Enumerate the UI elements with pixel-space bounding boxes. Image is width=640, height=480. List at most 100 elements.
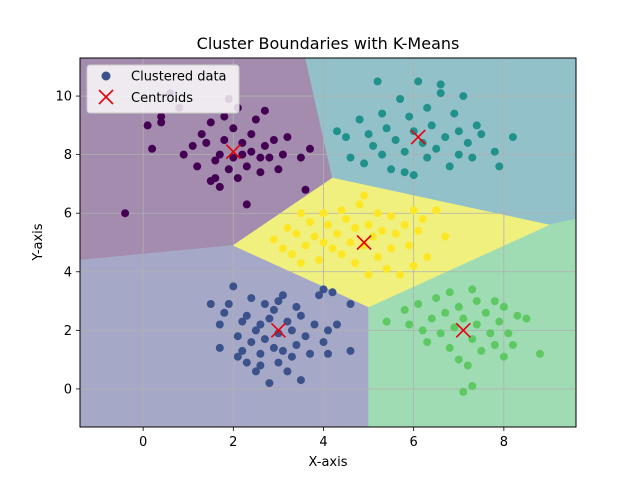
data-point-cluster-2: [409, 127, 418, 136]
data-point-cluster-0: [197, 130, 206, 139]
legend-marker-data: [101, 71, 111, 81]
data-point-cluster-1: [296, 311, 305, 320]
y-tick-label: 0: [64, 382, 72, 397]
y-axis-label: Y-axis: [31, 223, 46, 261]
data-point-cluster-2: [409, 171, 418, 180]
data-point-cluster-3: [400, 305, 409, 314]
data-point-cluster-1: [333, 320, 341, 329]
data-point-cluster-2: [463, 138, 472, 147]
data-point-cluster-4: [418, 215, 427, 224]
data-point-cluster-1: [324, 349, 332, 358]
data-point-cluster-0: [215, 150, 224, 159]
data-point-cluster-2: [333, 127, 341, 136]
data-point-cluster-3: [499, 302, 508, 311]
data-point-cluster-0: [188, 141, 197, 150]
data-point-cluster-1: [251, 367, 260, 376]
data-point-cluster-0: [242, 162, 251, 171]
data-point-cluster-3: [459, 314, 468, 323]
data-point-cluster-0: [220, 112, 229, 121]
data-point-cluster-1: [242, 358, 251, 367]
data-point-cluster-1: [269, 305, 278, 314]
data-point-cluster-4: [400, 220, 409, 229]
data-point-cluster-3: [414, 300, 423, 308]
data-point-cluster-0: [211, 156, 220, 165]
data-point-cluster-1: [278, 346, 287, 355]
data-point-cluster-1: [233, 332, 242, 341]
data-point-cluster-0: [251, 115, 260, 124]
y-tick-label: 10: [55, 90, 72, 105]
legend: Clustered data Centroids: [86, 64, 240, 114]
data-point-cluster-1: [283, 367, 292, 376]
data-point-cluster-3: [513, 311, 522, 320]
data-point-cluster-4: [319, 209, 328, 218]
y-tick-label: 8: [64, 148, 72, 163]
data-point-cluster-0: [229, 124, 238, 133]
data-point-cluster-0: [296, 153, 305, 162]
data-point-cluster-2: [400, 168, 409, 177]
data-point-cluster-4: [369, 232, 378, 241]
data-point-cluster-0: [238, 150, 247, 159]
centroid-marker: [270, 322, 286, 338]
centroid-marker: [455, 322, 471, 338]
data-point-cluster-1: [296, 376, 305, 385]
data-point-cluster-3: [490, 297, 499, 306]
data-point-cluster-0: [215, 182, 224, 191]
data-point-cluster-0: [148, 144, 157, 153]
data-point-cluster-3: [463, 361, 472, 370]
data-point-cluster-4: [364, 270, 373, 279]
data-point-cluster-2: [387, 165, 396, 174]
data-point-cluster-1: [206, 300, 215, 308]
data-point-cluster-2: [436, 89, 445, 98]
data-point-cluster-2: [355, 115, 364, 124]
data-point-cluster-4: [373, 253, 382, 262]
data-point-cluster-1: [256, 349, 265, 358]
data-point-cluster-3: [436, 329, 445, 338]
data-point-cluster-2: [508, 133, 517, 142]
data-point-cluster-2: [477, 130, 486, 139]
data-point-cluster-4: [351, 259, 360, 267]
y-tick-label: 2: [64, 324, 72, 339]
data-point-cluster-1: [328, 288, 337, 297]
data-point-cluster-0: [193, 162, 202, 171]
data-point-cluster-3: [405, 320, 414, 329]
data-point-cluster-4: [283, 223, 292, 232]
data-point-cluster-0: [260, 106, 269, 115]
data-point-cluster-2: [378, 109, 387, 118]
data-point-cluster-1: [215, 320, 224, 329]
data-point-cluster-4: [364, 220, 373, 229]
data-point-cluster-4: [396, 270, 405, 279]
data-point-cluster-0: [256, 168, 265, 177]
data-point-cluster-2: [454, 150, 463, 159]
data-point-cluster-1: [238, 346, 247, 355]
data-point-cluster-2: [427, 121, 436, 130]
data-point-cluster-3: [427, 314, 436, 323]
data-point-cluster-3: [445, 343, 454, 352]
data-point-cluster-2: [432, 144, 441, 153]
data-point-cluster-1: [319, 285, 328, 294]
data-point-cluster-1: [251, 326, 260, 335]
data-point-cluster-1: [274, 297, 283, 306]
data-point-cluster-1: [224, 300, 233, 308]
data-point-cluster-2: [369, 141, 378, 150]
data-point-cluster-3: [486, 329, 495, 338]
data-point-cluster-4: [391, 229, 400, 238]
data-point-cluster-2: [360, 159, 369, 168]
data-point-cluster-0: [265, 153, 274, 162]
legend-label-data: Clustered data: [131, 70, 227, 85]
data-point-cluster-4: [315, 256, 323, 265]
chart-title: Cluster Boundaries with K-Means: [197, 34, 460, 53]
data-point-cluster-0: [121, 209, 130, 218]
data-point-cluster-2: [391, 136, 400, 144]
data-point-cluster-4: [269, 235, 278, 244]
axes-frame: [79, 57, 577, 428]
data-point-cluster-4: [319, 238, 328, 247]
data-point-cluster-1: [238, 317, 247, 326]
data-point-cluster-0: [278, 150, 287, 159]
data-point-cluster-2: [414, 77, 423, 86]
data-point-cluster-2: [495, 162, 504, 171]
data-point-cluster-3: [454, 355, 463, 364]
data-point-cluster-4: [333, 229, 341, 238]
centroid-stroke: [455, 322, 471, 338]
data-point-cluster-2: [405, 112, 414, 121]
data-point-cluster-2: [382, 124, 391, 133]
